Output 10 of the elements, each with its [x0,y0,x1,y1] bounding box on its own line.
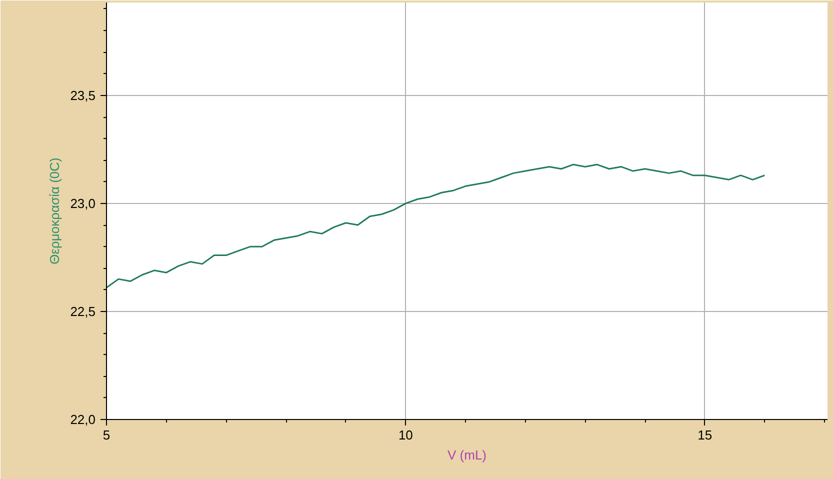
y-tick-label: 22,5 [70,304,96,319]
y-tick-label: 23,0 [70,196,96,211]
y-tick-label: 23,5 [70,88,96,103]
y-axis-title: Θερμοκρασία (0C) [47,158,62,264]
x-axis-title: V (mL) [448,448,486,462]
y-tick-label: 22,0 [70,412,96,427]
line-series [106,164,766,288]
x-tick-label: 15 [698,428,712,442]
x-tick-label: 5 [102,428,110,442]
x-tick-label: 10 [398,428,413,442]
